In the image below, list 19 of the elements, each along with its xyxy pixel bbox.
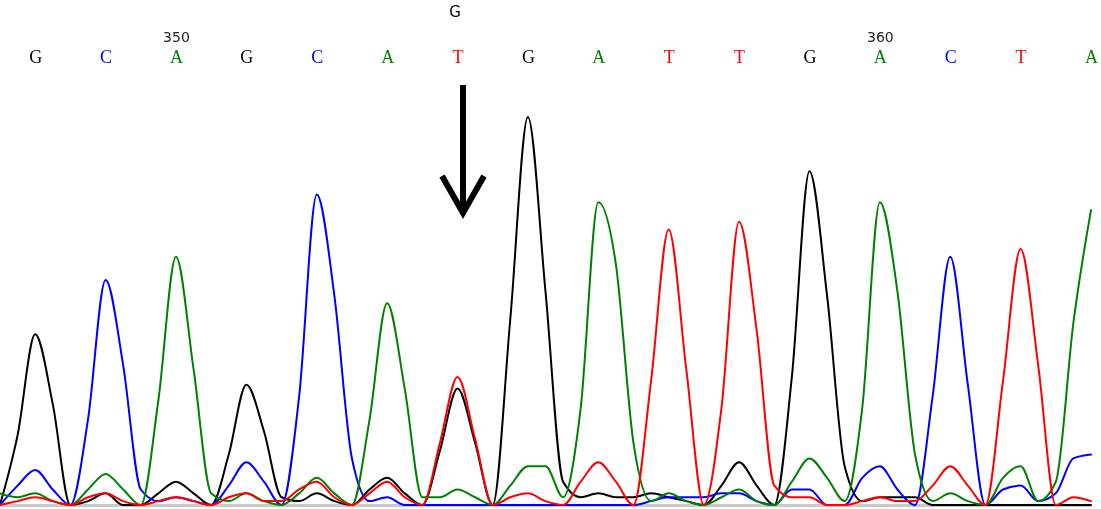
x-tick-label: T bbox=[663, 46, 675, 67]
x-tick-label: T bbox=[452, 46, 464, 67]
x-tick-label: G bbox=[803, 46, 817, 67]
x-tick-label: A bbox=[873, 46, 887, 67]
x-tick-label: A bbox=[381, 46, 395, 67]
x-tick-label: T bbox=[1015, 46, 1027, 67]
text: G bbox=[449, 3, 461, 21]
x-tick-label: A bbox=[1085, 46, 1098, 67]
x-tick-label: C bbox=[100, 46, 113, 67]
x-tick-label: G bbox=[521, 46, 535, 67]
x-tick-label: C bbox=[944, 46, 957, 67]
x2-tick-label: 360 bbox=[866, 28, 894, 45]
x2-tick-label: 350 bbox=[163, 28, 190, 45]
x-tick-label: A bbox=[169, 46, 183, 67]
x-tick-label: T bbox=[734, 46, 746, 67]
x-tick-label: A bbox=[592, 46, 606, 67]
x-tick-label: G bbox=[29, 46, 43, 67]
x-tick-label: C bbox=[311, 46, 324, 67]
x-tick-label: G bbox=[240, 46, 254, 67]
